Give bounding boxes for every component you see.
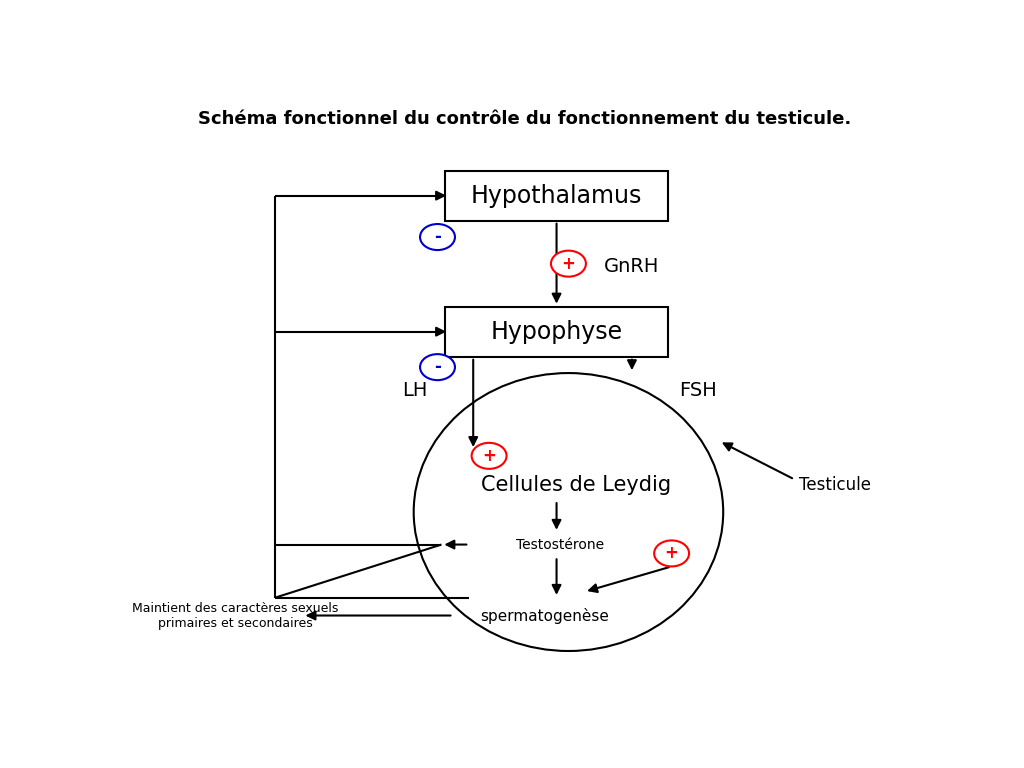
Text: -: - [434,358,441,376]
Text: +: + [482,447,496,465]
Text: Hypothalamus: Hypothalamus [471,184,642,207]
Text: Cellules de Leydig: Cellules de Leydig [481,475,672,495]
Text: spermatogenèse: spermatogenèse [480,607,609,624]
Text: +: + [561,255,575,273]
Circle shape [654,541,689,567]
FancyBboxPatch shape [445,170,668,220]
Text: Hypophyse: Hypophyse [490,319,623,343]
Ellipse shape [414,373,723,651]
Text: GnRH: GnRH [604,257,659,276]
Text: Testicule: Testicule [799,476,870,495]
Circle shape [420,354,455,380]
Text: LH: LH [401,381,427,400]
Text: Testostérone: Testostérone [516,538,604,551]
Text: Maintient des caractères sexuels
primaires et secondaires: Maintient des caractères sexuels primair… [132,601,338,630]
Text: +: + [665,545,679,562]
Text: FSH: FSH [680,381,717,400]
Circle shape [551,250,586,276]
Text: -: - [434,228,441,246]
Text: Schéma fonctionnel du contrôle du fonctionnement du testicule.: Schéma fonctionnel du contrôle du foncti… [199,110,851,127]
FancyBboxPatch shape [445,306,668,357]
Circle shape [420,224,455,250]
Circle shape [472,443,507,468]
